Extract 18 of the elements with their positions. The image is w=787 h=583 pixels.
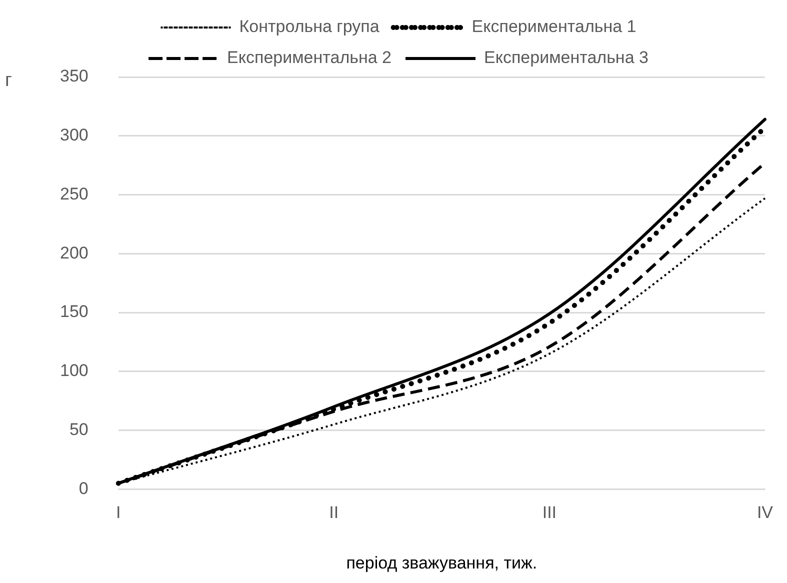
legend-label: Контрольна група	[239, 17, 380, 36]
y-axis-title: г	[5, 70, 12, 92]
x-tick-label: I	[116, 503, 121, 522]
y-tick-label: 50	[69, 420, 88, 439]
legend-label: Експериментальна 2	[227, 48, 392, 68]
x-tick-label: IV	[756, 503, 774, 522]
y-tick-label: 350	[60, 66, 88, 86]
x-tick-label: III	[542, 503, 557, 522]
y-tick-label: 200	[60, 243, 88, 262]
y-tick-label: 0	[78, 478, 88, 498]
x-tick-label: II	[329, 503, 339, 522]
x-axis-title: період зважування, тиж.	[346, 553, 538, 572]
y-tick-label: 300	[60, 126, 88, 145]
y-tick-label: 150	[60, 302, 88, 322]
y-tick-label: 250	[60, 184, 88, 204]
legend-label: Експериментальна 3	[484, 48, 648, 68]
y-tick-label: 100	[60, 361, 88, 380]
legend-label: Експериментальна 1	[472, 17, 636, 36]
